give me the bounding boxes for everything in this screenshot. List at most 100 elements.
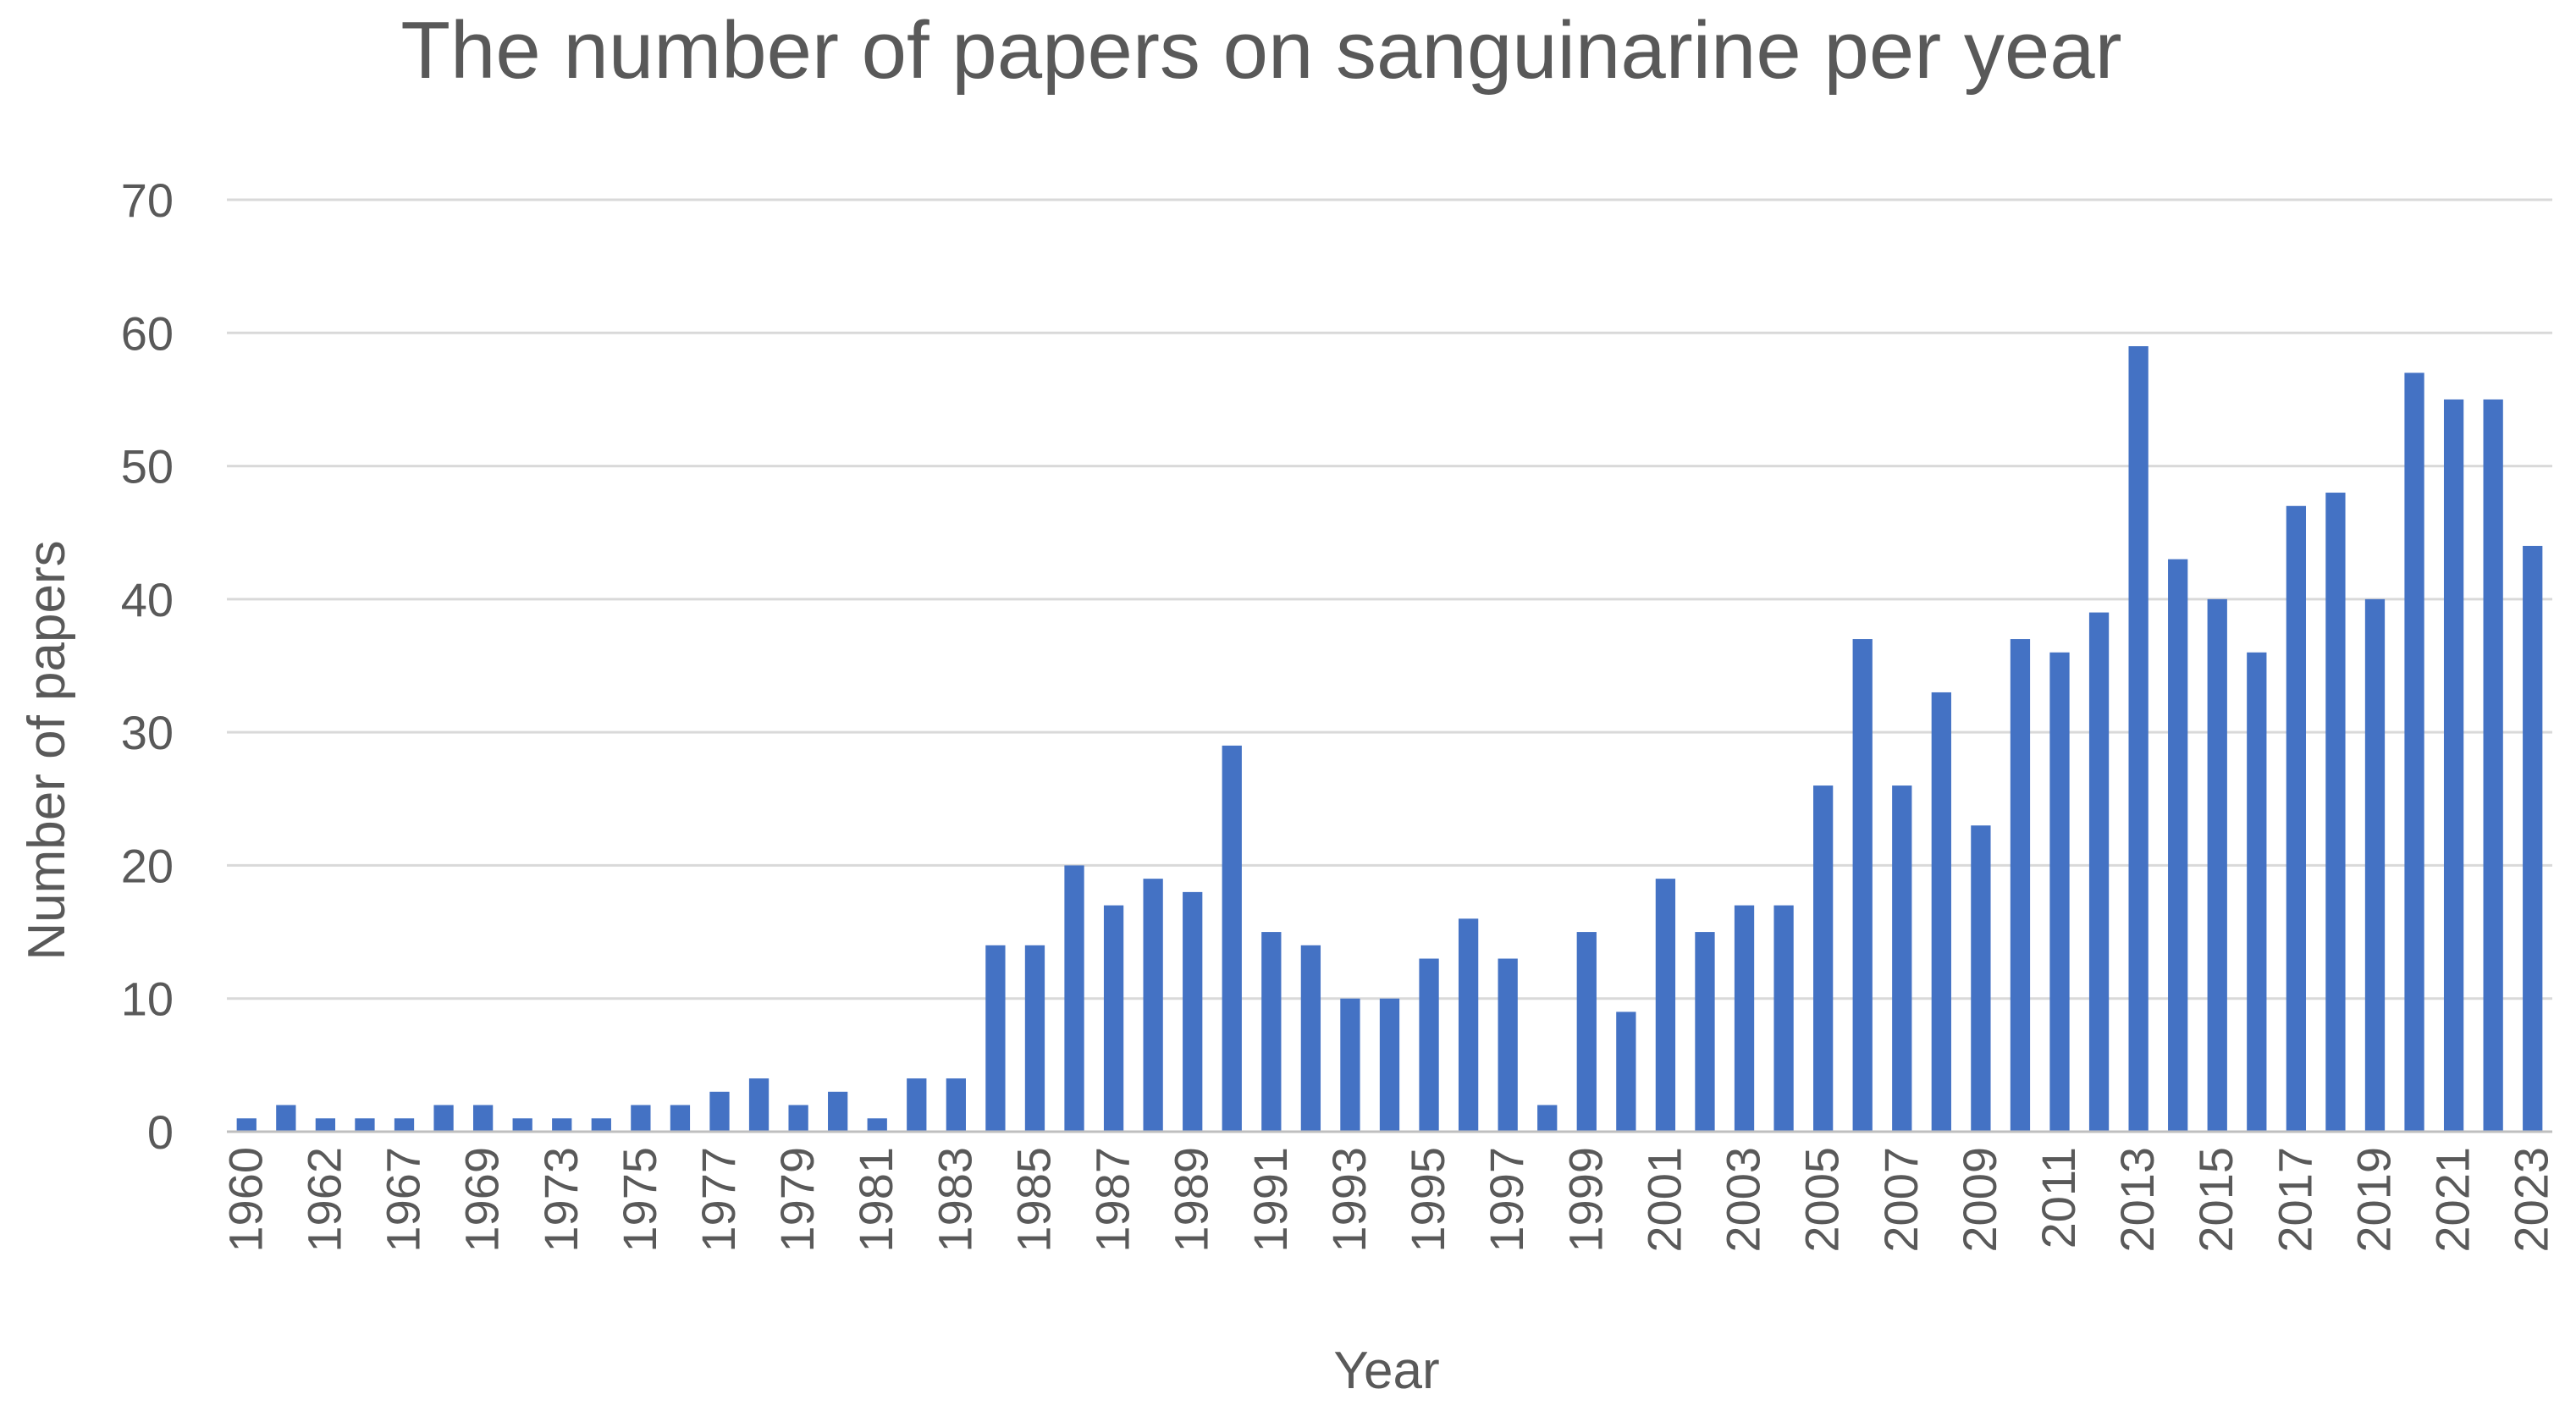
x-tick-label: 1969 [455, 1147, 509, 1253]
x-tick-label: 2015 [2189, 1147, 2242, 1253]
x-tick-label: 1995 [1401, 1147, 1454, 1253]
y-axis-ticks: 0 10 20 30 40 50 60 70 [121, 174, 174, 1159]
bar [2049, 652, 2070, 1132]
y-tick-label: 40 [121, 573, 174, 626]
bar [276, 1105, 296, 1132]
bar [2483, 399, 2503, 1132]
bar [591, 1118, 611, 1132]
gridlines [227, 198, 2552, 1000]
bar [2325, 493, 2346, 1132]
x-tick-label: 2009 [1953, 1147, 2006, 1253]
bar [1695, 932, 1715, 1132]
x-tick-label: 1975 [613, 1147, 666, 1253]
bar [1340, 998, 1360, 1132]
bar [394, 1118, 415, 1132]
bar [907, 1078, 927, 1132]
x-tick-label: 1989 [1165, 1147, 1218, 1253]
bar [1498, 958, 1518, 1132]
y-tick-label: 50 [121, 440, 174, 493]
bar [1419, 958, 1439, 1132]
y-axis-title: Number of papers [18, 540, 76, 960]
y-tick-label: 30 [121, 706, 174, 759]
bar [709, 1091, 730, 1132]
x-tick-label: 1960 [218, 1147, 272, 1253]
x-tick-label: 1993 [1322, 1147, 1376, 1253]
bar [1261, 932, 1282, 1132]
bar [2404, 372, 2424, 1132]
bar [512, 1118, 532, 1132]
bar [1300, 945, 1321, 1132]
bar [631, 1105, 651, 1132]
x-tick-label: 2001 [1637, 1147, 1691, 1253]
bar [1183, 891, 1203, 1132]
x-axis-title: Year [1333, 1342, 1439, 1400]
bar [1852, 639, 1873, 1132]
bar [1971, 825, 1991, 1132]
x-axis-ticks: 1960 1962 1967 1969 1973 1975 1977 1979 1981 1983… [218, 1147, 2557, 1253]
x-tick-label: 1967 [377, 1147, 430, 1253]
bar [2443, 399, 2464, 1132]
bar [946, 1078, 966, 1132]
bar [552, 1118, 572, 1132]
bar [2364, 598, 2386, 1132]
bar [472, 1105, 494, 1132]
x-tick-label: 1987 [1086, 1147, 1139, 1253]
x-tick-label: 1999 [1558, 1147, 1612, 1253]
bar [1892, 785, 1912, 1132]
x-tick-label: 1973 [534, 1147, 587, 1253]
bar [1143, 879, 1163, 1132]
x-tick-label: 1991 [1244, 1147, 1297, 1253]
x-tick-label: 2021 [2426, 1147, 2479, 1253]
y-tick-label: 60 [121, 306, 174, 360]
bar [867, 1118, 887, 1132]
bar [1537, 1105, 1558, 1132]
y-tick-label: 10 [121, 973, 174, 1026]
x-tick-label: 1981 [849, 1147, 902, 1253]
bar [1222, 745, 1242, 1132]
y-tick-label: 20 [121, 839, 174, 892]
bar-series [236, 346, 2543, 1132]
bar [2088, 612, 2110, 1132]
x-tick-label: 2007 [1874, 1147, 1928, 1253]
bar [315, 1118, 336, 1132]
bar [2207, 598, 2227, 1132]
bar [1813, 785, 1834, 1132]
bar [1773, 905, 1794, 1132]
bar [2128, 346, 2149, 1132]
x-tick-label: 2005 [1795, 1147, 1849, 1253]
x-tick-label: 1979 [770, 1147, 824, 1253]
bar [2010, 639, 2031, 1132]
bar [1734, 905, 1755, 1132]
bar [788, 1105, 808, 1132]
bar [1024, 945, 1045, 1132]
bar [670, 1105, 691, 1132]
bar [2523, 545, 2543, 1132]
bar [1931, 692, 1951, 1132]
x-tick-label: 2017 [2268, 1147, 2321, 1253]
x-tick-label: 1977 [692, 1147, 745, 1253]
bar [355, 1118, 375, 1132]
bar [433, 1105, 454, 1132]
bar [2168, 559, 2188, 1132]
x-tick-label: 1985 [1007, 1147, 1060, 1253]
bar [1616, 1011, 1636, 1132]
x-tick-label: 2023 [2505, 1147, 2558, 1253]
chart-title: The number of papers on sanguinarine per… [400, 5, 2121, 96]
x-tick-label: 1962 [297, 1147, 350, 1253]
bar [1458, 918, 1479, 1132]
y-tick-label: 0 [147, 1105, 174, 1159]
bar [1655, 879, 1676, 1132]
bar [2247, 652, 2267, 1132]
y-tick-label: 70 [121, 174, 174, 227]
x-tick-label: 2013 [2110, 1147, 2164, 1253]
x-tick-label: 2019 [2347, 1147, 2400, 1253]
bar [1379, 998, 1400, 1132]
bar [985, 945, 1006, 1132]
bar [1064, 865, 1084, 1132]
bar [236, 1118, 256, 1132]
bar [748, 1078, 769, 1132]
bar [2286, 505, 2307, 1132]
x-tick-label: 1997 [1480, 1147, 1533, 1253]
